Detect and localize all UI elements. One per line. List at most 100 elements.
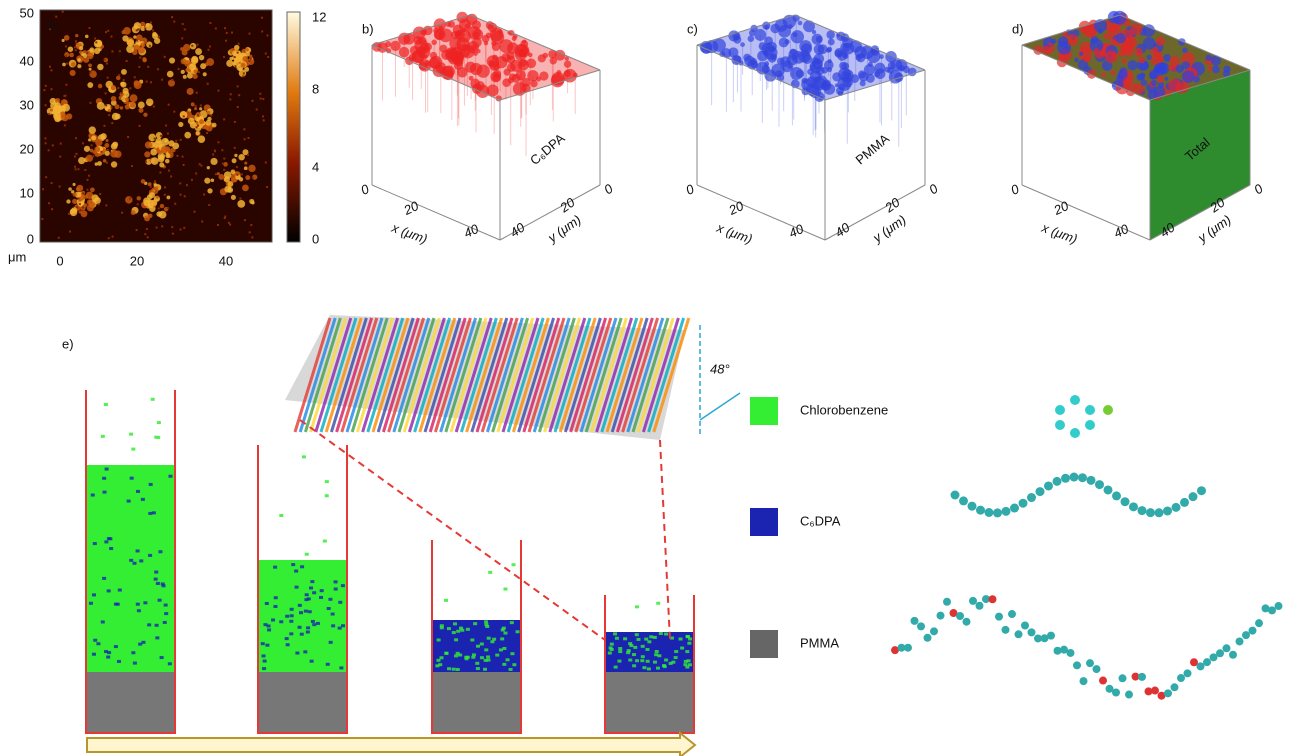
heat-noise [76,206,78,208]
heat-noise [58,237,60,239]
heat-noise [247,154,249,156]
heat-spot [152,32,157,37]
domain [856,53,865,62]
mix [262,654,266,657]
heat-spot [112,113,119,120]
heat-spot [195,48,202,55]
mix [436,659,440,662]
heat-noise [156,227,158,229]
domain [1079,52,1083,56]
mix [114,603,118,606]
atom [1112,688,1120,696]
mix [453,622,457,625]
tick-label: 40 [461,221,481,241]
heat-noise [45,85,47,87]
atom [1121,497,1130,506]
heat-noise [210,114,212,116]
tick-label: 0 [56,253,63,268]
solvent [488,571,492,574]
domain [1110,25,1117,32]
heat-noise [88,27,90,29]
mix [635,633,639,636]
mix [106,656,110,659]
heat-noise [43,89,45,91]
atom [1080,677,1088,685]
mix [641,645,645,648]
mix [645,648,649,651]
heat-spot [89,70,96,77]
heat-spot [206,58,214,66]
mix [452,631,456,634]
mix [310,660,314,663]
heat-noise [260,98,262,100]
domain [791,30,804,43]
heat-spot [143,113,147,117]
zoom-line [660,440,670,640]
heat-noise [65,45,67,47]
heat-spot [241,63,246,68]
mix [263,660,267,663]
heat-noise [107,30,109,32]
atom [1155,508,1164,517]
mix [136,490,140,493]
domain [476,85,489,98]
heat-spot [227,187,233,193]
heat-noise [68,213,70,215]
atom [1171,683,1179,691]
domain [433,28,438,33]
mix [143,601,147,604]
mix [274,596,278,599]
heat-noise [214,150,216,152]
heat-spot [77,64,81,68]
heat-noise [179,182,181,184]
mix [339,666,343,669]
heat-spot [231,195,236,200]
heat-spot [68,187,71,190]
heat-spot [192,74,197,79]
domain [499,39,513,53]
heat-noise [104,59,106,61]
mix [161,582,165,585]
domain [1094,48,1100,54]
solvent [151,398,155,401]
heat-noise [108,237,110,239]
tick-label: 0 [601,180,616,197]
atom [1047,632,1055,640]
mix [503,632,507,635]
heat-noise [111,50,113,52]
heat-spot [146,41,152,47]
mix [138,643,142,646]
heat-noise [89,72,91,74]
heat-noise [136,39,138,41]
heat-spot [125,196,132,203]
mix [285,615,289,618]
heat-noise [203,194,205,196]
heat-spot [245,48,248,51]
heat-noise [172,233,174,235]
heat-spot [84,146,90,152]
atom [1151,687,1159,695]
heat-noise [84,169,86,171]
mix [155,636,159,639]
mix [285,637,289,640]
mix [304,598,308,601]
heat-noise [217,141,219,143]
axis-label: y (μm) [1194,212,1234,246]
atom [1015,630,1023,638]
heat-noise [49,66,51,68]
solvent [503,588,507,591]
domain [1168,79,1181,92]
domain [1208,66,1213,71]
heat-noise [59,156,61,158]
heat-noise [82,142,84,144]
heat-noise [50,88,52,90]
heat-noise [158,207,160,209]
heat-noise [171,226,173,228]
mix [290,608,294,611]
heat-noise [183,115,185,117]
tick-label: 40 [20,53,34,68]
channel-label: C₆DPA [527,130,568,168]
domain [493,64,499,70]
heat-noise [256,108,258,110]
heat-noise [75,49,77,51]
